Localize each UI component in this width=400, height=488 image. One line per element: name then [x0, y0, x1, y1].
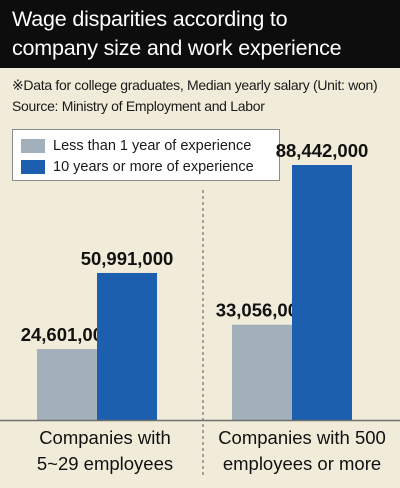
legend-entry-10-years-or-more: 10 years or more of experience	[21, 157, 276, 177]
category-label-5-29-employees-line-2: 5~29 employees	[37, 453, 173, 474]
legend: Less than 1 year of experience 10 years …	[12, 129, 280, 181]
category-label-500-employees-or-more-line-1: Companies with 500	[218, 427, 386, 448]
category-label-5-29-employees-line-1: Companies with	[39, 427, 171, 448]
legend-label-10-years-or-more: 10 years or more of experience	[53, 159, 254, 175]
chart-title-line-2: company size and work experience	[12, 36, 342, 60]
chart-notes: ※Data for college graduates, Median year…	[12, 75, 397, 117]
data-label-500-employees-or-more-less-than-1-year: 33,056,000	[216, 300, 309, 321]
data-label-500-employees-or-more-10-years-or-more: 88,442,000	[276, 140, 369, 161]
legend-swatch-10-years-or-more	[21, 160, 45, 174]
data-label-5-29-employees-less-than-1-year: 24,601,000	[21, 324, 114, 345]
bar-500-employees-or-more-10-years-or-more	[292, 165, 352, 420]
source-note: Source: Ministry of Employment and Labor	[12, 98, 265, 114]
data-label-5-29-employees-10-years-or-more: 50,991,000	[81, 248, 174, 269]
legend-entry-less-than-1-year: Less than 1 year of experience	[21, 136, 276, 156]
chart-title: Wage disparities according to company si…	[0, 0, 400, 68]
data-note: ※Data for college graduates, Median year…	[12, 77, 378, 93]
bar-5-29-employees-10-years-or-more	[97, 272, 157, 420]
bar-5-29-employees-less-than-1-year	[37, 349, 97, 420]
legend-swatch-less-than-1-year	[21, 139, 45, 153]
bar-500-employees-or-more-less-than-1-year	[232, 324, 292, 420]
category-label-500-employees-or-more-line-2: employees or more	[223, 453, 381, 474]
legend-label-less-than-1-year: Less than 1 year of experience	[53, 138, 252, 154]
chart-title-line-1: Wage disparities according to	[12, 7, 288, 31]
